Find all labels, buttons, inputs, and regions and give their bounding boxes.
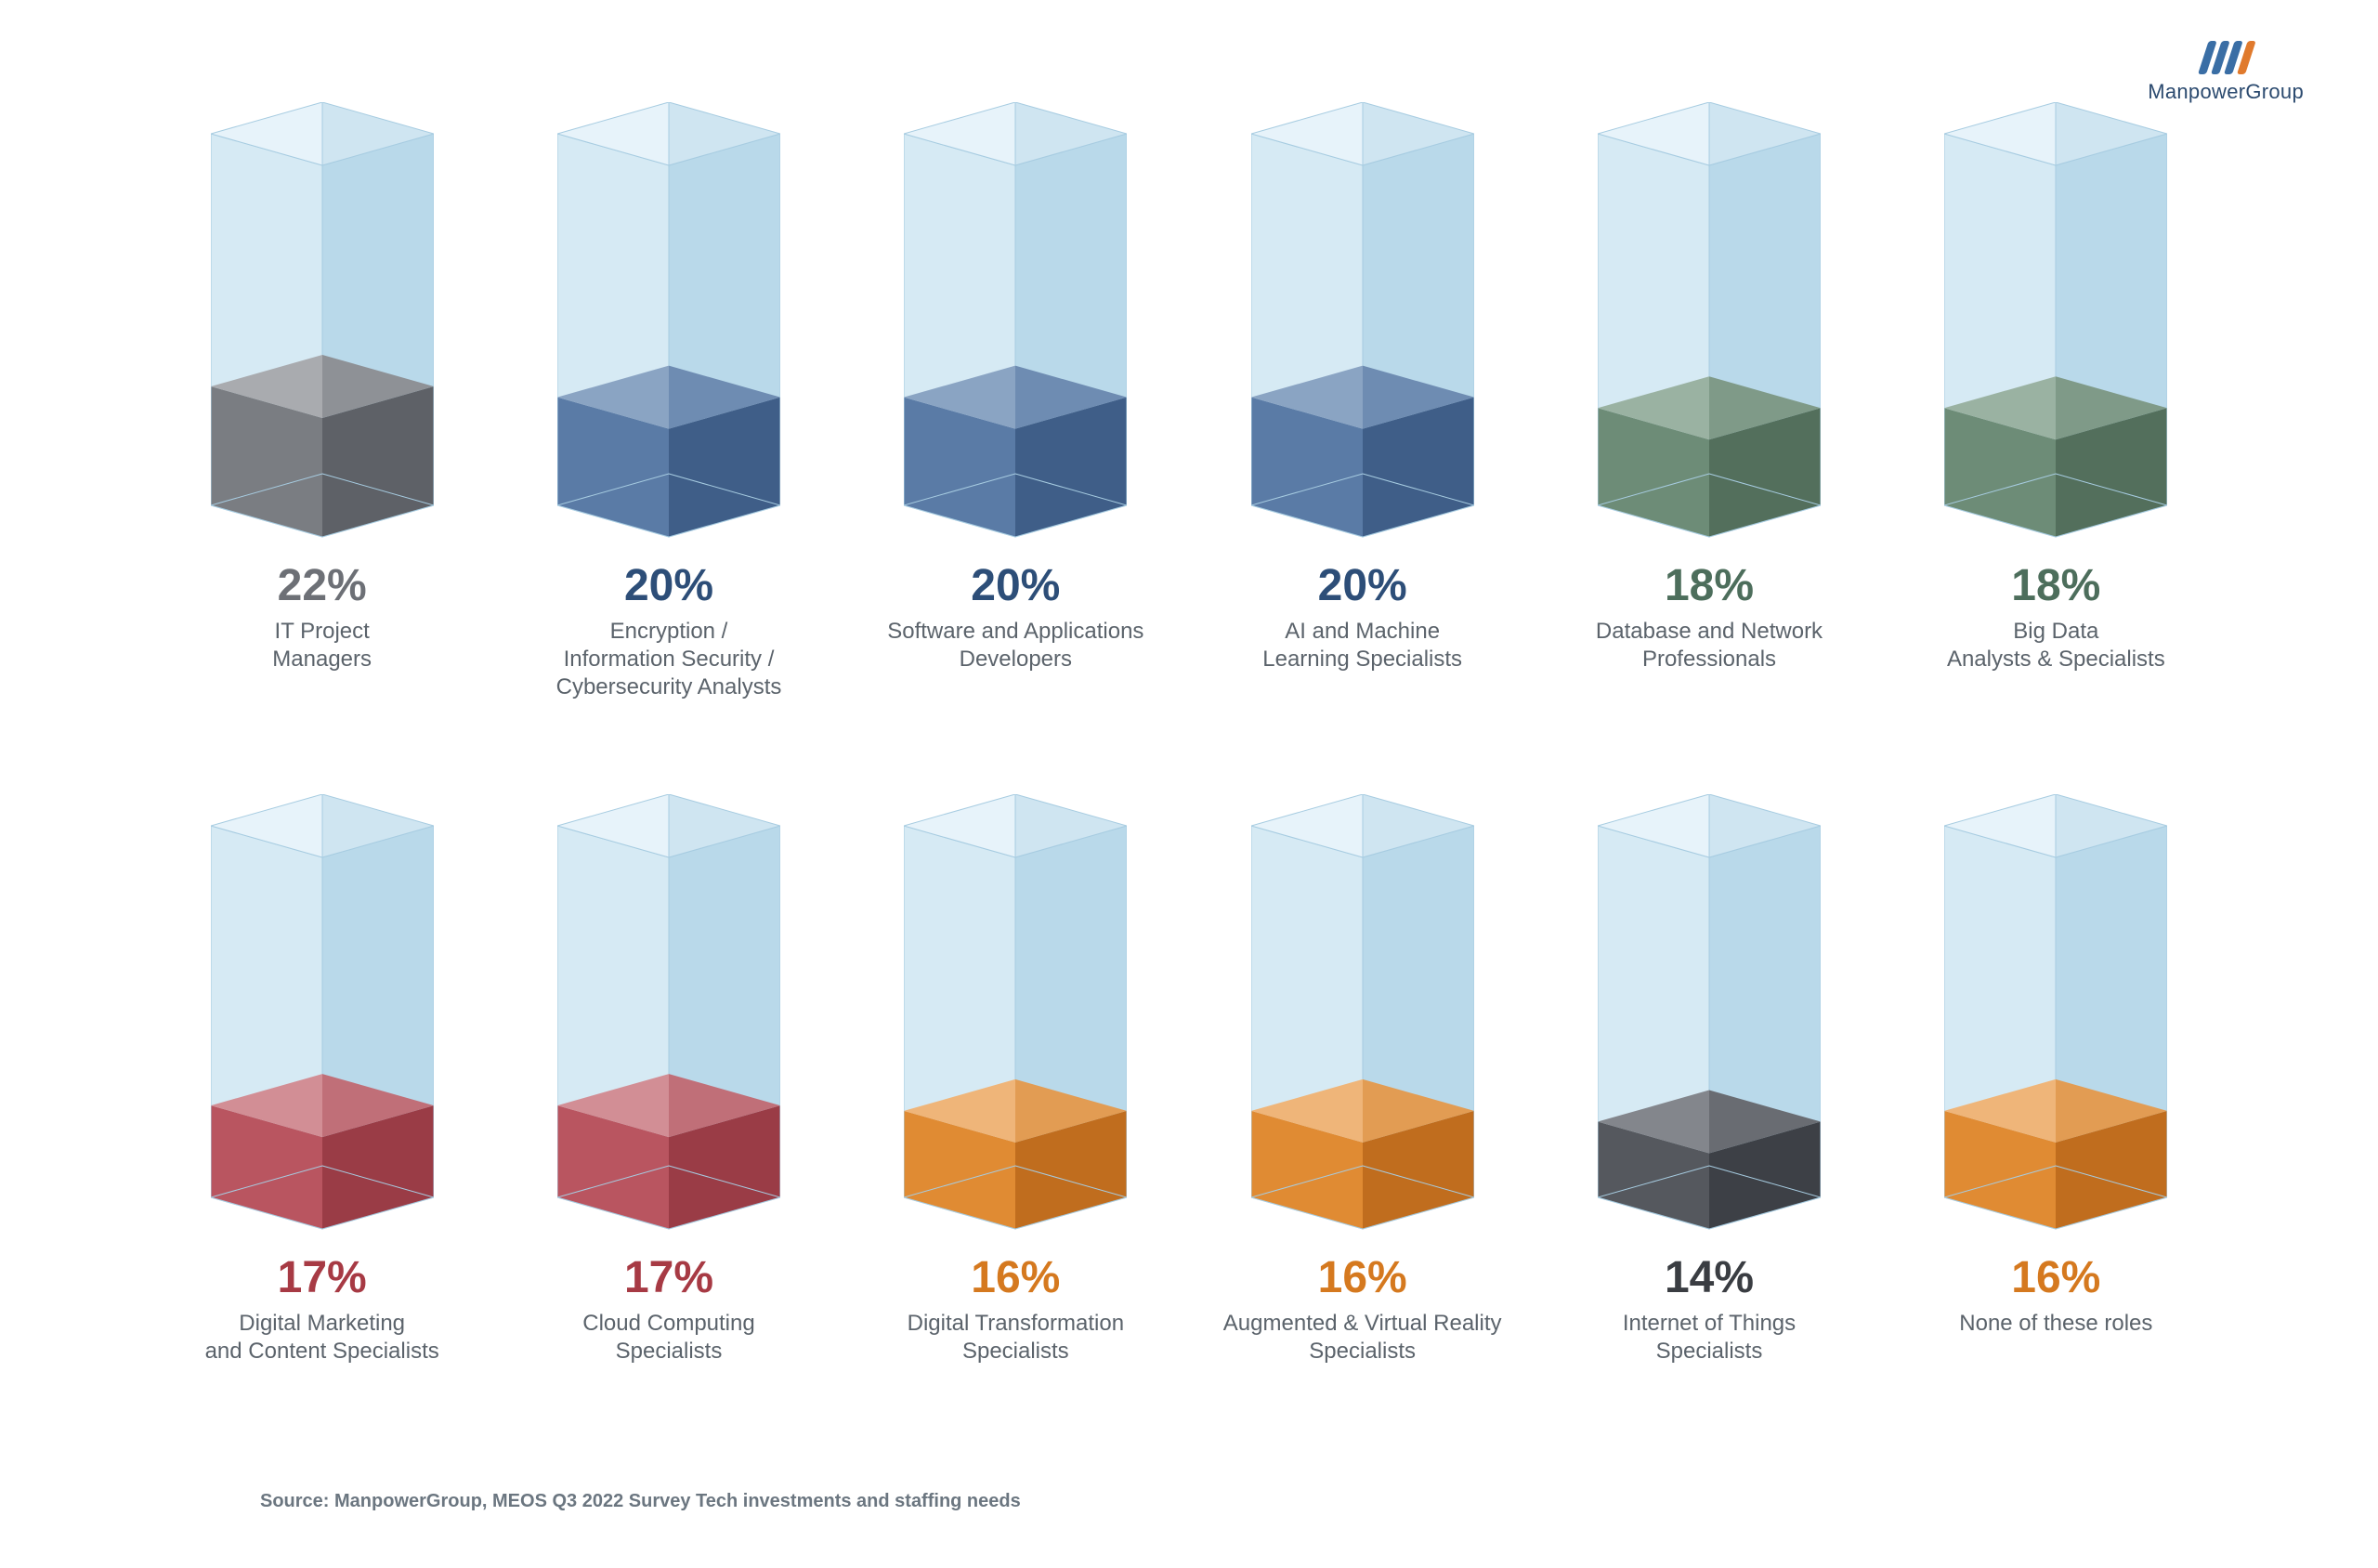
bar-3d bbox=[211, 794, 434, 1243]
bar-label: Digital Marketing and Content Specialist… bbox=[205, 1310, 439, 1365]
bar-label: Big Data Analysts & Specialists bbox=[1947, 618, 2165, 673]
bar-label: Augmented & Virtual Reality Specialists bbox=[1223, 1310, 1502, 1365]
bar-item: 20% Encryption / Information Security / C… bbox=[495, 102, 842, 701]
bar-label: Software and Applications Developers bbox=[887, 618, 1143, 673]
bar-label: AI and Machine Learning Specialists bbox=[1262, 618, 1462, 673]
bar-label: None of these roles bbox=[1959, 1310, 2152, 1338]
bar-item: 18% Database and Network Professionals bbox=[1535, 102, 1882, 701]
bar-3d bbox=[557, 102, 780, 551]
brand-logo-text: ManpowerGroup bbox=[2148, 80, 2304, 104]
bar-percent: 20% bbox=[1318, 564, 1407, 608]
bar-item: 17% Cloud Computing Specialists bbox=[495, 794, 842, 1365]
bar-item: 18% Big Data Analysts & Specialists bbox=[1883, 102, 2229, 701]
bar-item: 16% None of these roles bbox=[1883, 794, 2229, 1365]
bar-item: 17% Digital Marketing and Content Special… bbox=[149, 794, 495, 1365]
bar-item: 16% Augmented & Virtual Reality Specialis… bbox=[1189, 794, 1535, 1365]
bar-3d bbox=[1944, 102, 2167, 551]
bar-item: 22% IT Project Managers bbox=[149, 102, 495, 701]
bar-3d bbox=[211, 102, 434, 551]
bar-percent: 18% bbox=[2011, 564, 2100, 608]
bar-item: 16% Digital Transformation Specialists bbox=[843, 794, 1189, 1365]
bar-label: Database and Network Professionals bbox=[1596, 618, 1823, 673]
bar-percent: 20% bbox=[624, 564, 713, 608]
bar-label: Cloud Computing Specialists bbox=[582, 1310, 754, 1365]
bar-percent: 18% bbox=[1665, 564, 1754, 608]
bar-percent: 17% bbox=[278, 1256, 367, 1300]
bar-3d bbox=[1251, 794, 1474, 1243]
bar-percent: 20% bbox=[971, 564, 1060, 608]
bar-label: IT Project Managers bbox=[272, 618, 372, 673]
bar-label: Encryption / Information Security / Cybe… bbox=[556, 618, 782, 701]
bar-percent: 17% bbox=[624, 1256, 713, 1300]
bar-3d bbox=[1598, 102, 1821, 551]
bar-item: 14% Internet of Things Specialists bbox=[1535, 794, 1882, 1365]
source-caption: Source: ManpowerGroup, MEOS Q3 2022 Surv… bbox=[260, 1491, 1021, 1512]
bar-percent: 22% bbox=[278, 564, 367, 608]
bar-item: 20% Software and Applications Developers bbox=[843, 102, 1189, 701]
bar-percent: 16% bbox=[1318, 1256, 1407, 1300]
bar-label: Internet of Things Specialists bbox=[1623, 1310, 1796, 1365]
bar-item: 20% AI and Machine Learning Specialists bbox=[1189, 102, 1535, 701]
bar-percent: 14% bbox=[1665, 1256, 1754, 1300]
bar-chart-grid: 22% IT Project Managers 20% Encryption / In… bbox=[149, 102, 2229, 1365]
bar-percent: 16% bbox=[2011, 1256, 2100, 1300]
bar-3d bbox=[1598, 794, 1821, 1243]
bar-3d bbox=[1251, 102, 1474, 551]
bar-label: Digital Transformation Specialists bbox=[908, 1310, 1124, 1365]
bar-percent: 16% bbox=[971, 1256, 1060, 1300]
brand-logo: ManpowerGroup bbox=[2148, 37, 2304, 104]
bar-3d bbox=[557, 794, 780, 1243]
bar-3d bbox=[1944, 794, 2167, 1243]
bar-3d bbox=[904, 102, 1127, 551]
bar-3d bbox=[904, 794, 1127, 1243]
